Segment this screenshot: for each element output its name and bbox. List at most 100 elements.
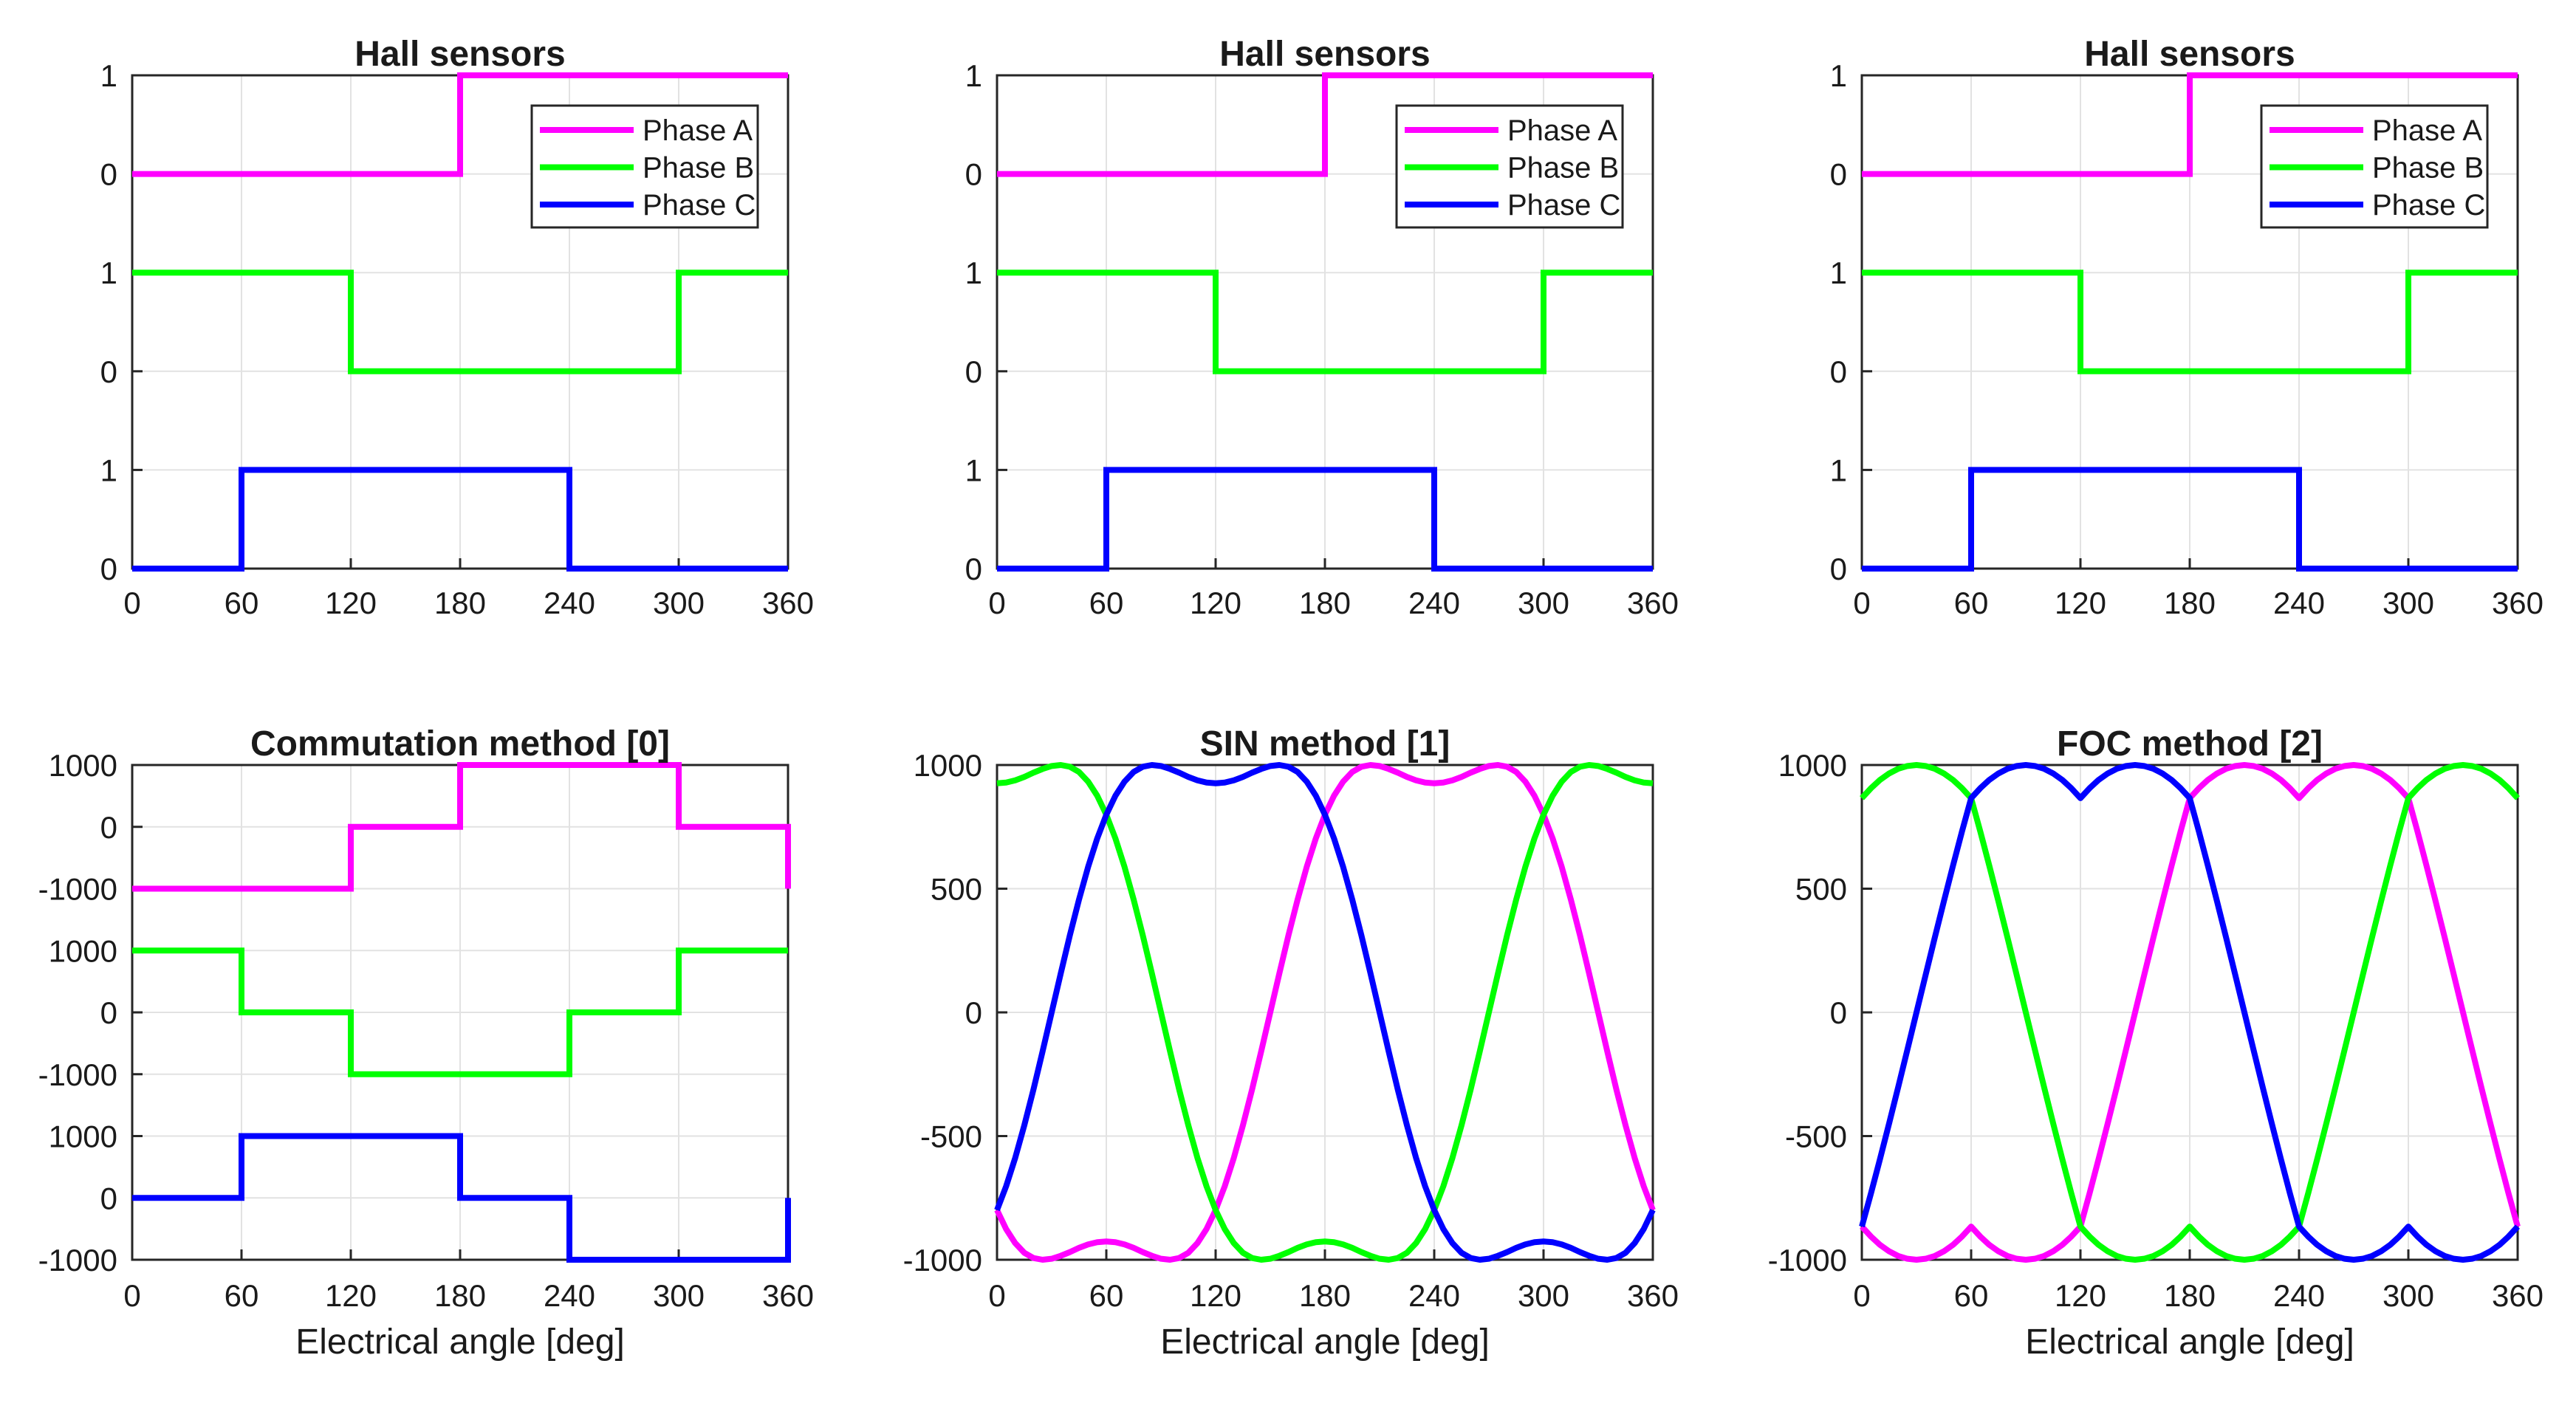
commutation-method-phase-b-curve [132,947,788,1077]
x-tick-label: 120 [1190,586,1241,620]
x-tick-label: 60 [225,586,259,620]
y-tick-label: 0 [100,1181,117,1215]
y-tick-label: 0 [100,354,117,389]
hall-sensors-2-phase-c-curve [997,467,1653,572]
hall-sensors-3-title: Hall sensors [2084,35,2295,74]
x-tick-label: 0 [988,586,1005,620]
y-tick-label: 500 [1795,872,1847,907]
hall-sensors-1-phase-a-curve [132,72,788,177]
sin-method-phase-c-curve [994,762,1656,1263]
y-tick-label: 1 [1830,453,1847,487]
hall-sensors-1-title: Hall sensors [354,35,565,74]
commutation-method-title: Commutation method [0] [250,724,670,764]
x-tick-label: 120 [1190,1278,1241,1313]
y-tick-label: 1 [965,58,982,93]
x-tick-label: 120 [2055,586,2106,620]
x-tick-label: 180 [2164,1278,2216,1313]
legend-label-phase-b: Phase B [2372,152,2484,185]
y-tick-label: 0 [100,995,117,1030]
y-tick-label: -1000 [38,1243,117,1277]
x-tick-label: 60 [1089,586,1124,620]
y-tick-label: 0 [1830,552,1847,586]
legend-label-phase-a: Phase A [1507,114,1617,147]
y-tick-label: 0 [965,157,982,192]
y-tick-label: 0 [1830,157,1847,192]
hall-sensors-3-phase-b-curve [1862,270,2518,374]
legend-label-phase-c: Phase C [2372,189,2485,222]
y-tick-label: 0 [100,552,117,586]
y-tick-label: 0 [1830,995,1847,1030]
x-tick-label: 360 [2492,1278,2544,1313]
x-tick-label: 240 [544,1278,595,1313]
x-tick-label: 180 [2164,586,2216,620]
x-tick-label: 0 [1853,586,1870,620]
x-tick-label: 300 [653,586,705,620]
hall-sensors-3-phase-a-curve [1862,72,2518,177]
foc-method-xlabel: Electrical angle [deg] [2025,1323,2354,1362]
y-tick-label: -500 [920,1119,982,1154]
foc-method-title: FOC method [2] [2057,724,2323,764]
legend-label-phase-c: Phase C [1507,189,1620,222]
y-tick-label: 1 [1830,255,1847,290]
y-tick-label: 1000 [49,933,117,968]
x-tick-label: 300 [1518,1278,1569,1313]
y-tick-label: 1000 [1778,748,1847,783]
y-tick-label: 1 [100,58,117,93]
hall-sensors-1-phase-b-curve [132,270,788,374]
commutation-method-xlabel: Electrical angle [deg] [295,1323,625,1362]
y-tick-label: -500 [1785,1119,1847,1154]
y-tick-label: 1 [1830,58,1847,93]
x-tick-label: 360 [2492,586,2544,620]
y-tick-label: -1000 [903,1243,982,1277]
y-tick-label: 0 [965,995,982,1030]
x-tick-label: 360 [762,1278,814,1313]
y-tick-label: -1000 [1768,1243,1847,1277]
y-tick-label: 1000 [914,748,982,783]
y-tick-label: 500 [931,872,982,907]
x-tick-label: 300 [653,1278,705,1313]
x-tick-label: 120 [325,586,377,620]
x-tick-label: 60 [1089,1278,1124,1313]
y-tick-label: -1000 [38,872,117,907]
x-tick-label: 60 [1954,1278,1989,1313]
x-tick-label: 180 [1299,586,1351,620]
sin-method-xlabel: Electrical angle [deg] [1160,1323,1490,1362]
x-tick-label: 120 [325,1278,377,1313]
hall-sensors-2-phase-b-curve [997,270,1653,374]
y-tick-label: 1 [100,453,117,487]
y-tick-label: -1000 [38,1057,117,1092]
commutation-method-phase-c-curve [132,1133,791,1263]
y-tick-label: 0 [100,157,117,192]
commutation-method-phase-a-curve [132,762,791,892]
legend-label-phase-b: Phase B [1507,152,1619,185]
y-tick-label: 1000 [49,1119,117,1154]
y-tick-label: 1 [965,453,982,487]
legend-label-phase-c: Phase C [643,189,756,222]
x-tick-label: 240 [2273,586,2325,620]
x-tick-label: 180 [1299,1278,1351,1313]
x-tick-label: 0 [1853,1278,1870,1313]
hall-sensors-2-phase-a-curve [997,72,1653,177]
y-tick-label: 1 [100,255,117,290]
x-tick-label: 240 [2273,1278,2325,1313]
legend-label-phase-a: Phase A [2372,114,2482,147]
x-tick-label: 240 [544,586,595,620]
legend-label-phase-b: Phase B [643,152,754,185]
x-tick-label: 180 [434,586,486,620]
legend-label-phase-a: Phase A [643,114,753,147]
hall-sensors-1-phase-c-curve [132,467,788,572]
y-tick-label: 1000 [49,748,117,783]
x-tick-label: 300 [2383,586,2434,620]
foc-method-phase-c-curve [1859,762,2520,1263]
sin-method-title: SIN method [1] [1200,724,1450,764]
hall-sensors-3-phase-c-curve [1862,467,2518,572]
x-tick-label: 360 [1627,1278,1679,1313]
x-tick-label: 360 [1627,586,1679,620]
y-tick-label: 0 [1830,354,1847,389]
x-tick-label: 300 [1518,586,1569,620]
hall-sensors-2-title: Hall sensors [1219,35,1430,74]
y-tick-label: 0 [965,354,982,389]
x-tick-label: 240 [1408,1278,1460,1313]
